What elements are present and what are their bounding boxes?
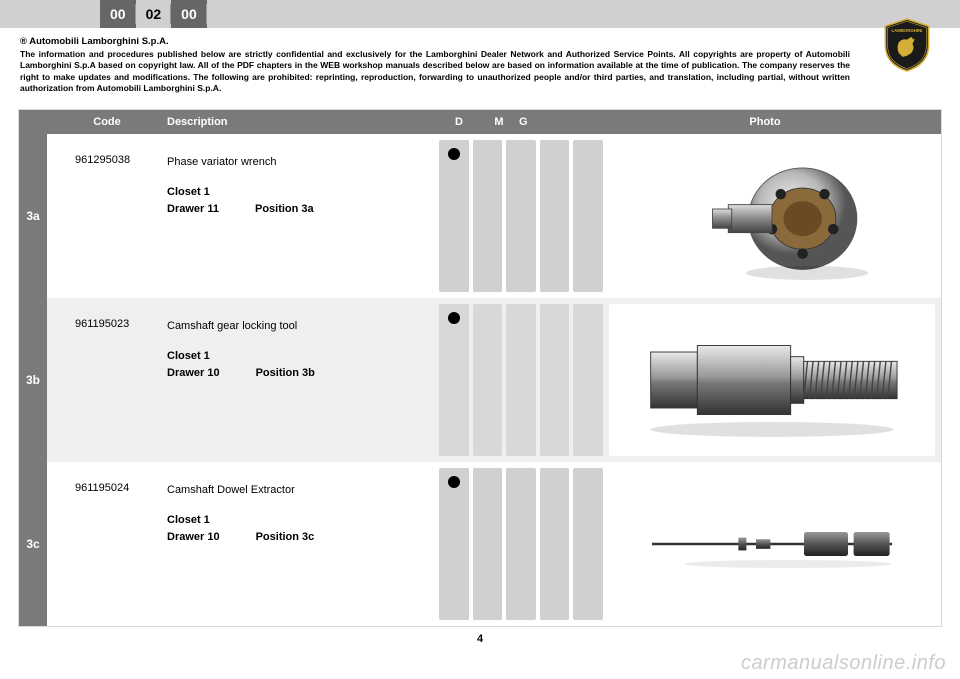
dmg-pill	[540, 468, 570, 620]
dmg-pill	[473, 304, 503, 456]
company-name: ® Automobili Lamborghini S.p.A.	[20, 36, 850, 49]
tool-code: 961195023	[47, 298, 167, 462]
tool-photo	[609, 468, 935, 620]
dmg-columns	[439, 462, 609, 626]
tool-name: Camshaft gear locking tool	[167, 318, 431, 335]
dot-icon	[448, 476, 460, 488]
svg-text:LAMBORGHINI: LAMBORGHINI	[892, 28, 923, 33]
dmg-pill	[506, 304, 536, 456]
dmg-pill	[573, 304, 603, 456]
dmg-pill	[506, 468, 536, 620]
tool-description: Camshaft gear locking tool Closet 1 Draw…	[167, 298, 439, 462]
row-number: 3a	[19, 134, 47, 298]
header-m: M	[479, 116, 519, 128]
tool-code: 961195024	[47, 462, 167, 626]
copyright-text: The information and procedures published…	[20, 49, 850, 95]
header-d: D	[439, 116, 479, 128]
watermark: carmanualsonline.info	[741, 652, 946, 675]
dmg-pill	[439, 304, 469, 456]
dmg-pill	[473, 468, 503, 620]
header-code: Code	[47, 116, 167, 128]
dmg-pill	[473, 140, 503, 292]
tool-description: Phase variator wrench Closet 1 Drawer 11…	[167, 134, 439, 298]
table-row: 3c 961195024 Camshaft Dowel Extractor Cl…	[19, 462, 941, 626]
dot-icon	[448, 148, 460, 160]
dmg-pill	[573, 468, 603, 620]
copyright-block: ® Automobili Lamborghini S.p.A. The info…	[0, 28, 960, 103]
dmg-columns	[439, 134, 609, 298]
row-number: 3c	[19, 462, 47, 626]
header-desc: Description	[167, 116, 439, 128]
tool-location: Closet 1 Drawer 10Position 3b	[167, 348, 431, 381]
tool-description: Camshaft Dowel Extractor Closet 1 Drawer…	[167, 462, 439, 626]
tool-photo	[609, 304, 935, 456]
header-photo: Photo	[589, 116, 941, 128]
dmg-pill	[540, 140, 570, 292]
tool-name: Camshaft Dowel Extractor	[167, 482, 431, 499]
dmg-pill	[439, 140, 469, 292]
page-number: 4	[0, 633, 960, 645]
dmg-pill	[439, 468, 469, 620]
tool-photo	[609, 140, 935, 292]
dmg-columns	[439, 298, 609, 462]
topbar-seg-2: 02	[136, 0, 172, 28]
dmg-pill	[573, 140, 603, 292]
tool-location: Closet 1 Drawer 10Position 3c	[167, 512, 431, 545]
tools-table: Code Description D M G Photo 3a 96129503…	[18, 109, 942, 627]
dmg-pill	[506, 140, 536, 292]
tool-code: 961295038	[47, 134, 167, 298]
top-bar: 00 02 00	[0, 0, 960, 28]
tool-location: Closet 1 Drawer 11Position 3a	[167, 184, 431, 217]
dot-icon	[448, 312, 460, 324]
lamborghini-logo: LAMBORGHINI	[880, 18, 934, 72]
topbar-seg-3: 00	[171, 0, 207, 28]
row-number: 3b	[19, 298, 47, 462]
table-row: 3a 961295038 Phase variator wrench Close…	[19, 134, 941, 298]
table-row: 3b 961195023 Camshaft gear locking tool …	[19, 298, 941, 462]
table-header: Code Description D M G Photo	[19, 110, 941, 134]
tool-name: Phase variator wrench	[167, 154, 431, 171]
topbar-seg-1: 00	[100, 0, 136, 28]
dmg-pill	[540, 304, 570, 456]
header-g: G	[519, 116, 589, 128]
